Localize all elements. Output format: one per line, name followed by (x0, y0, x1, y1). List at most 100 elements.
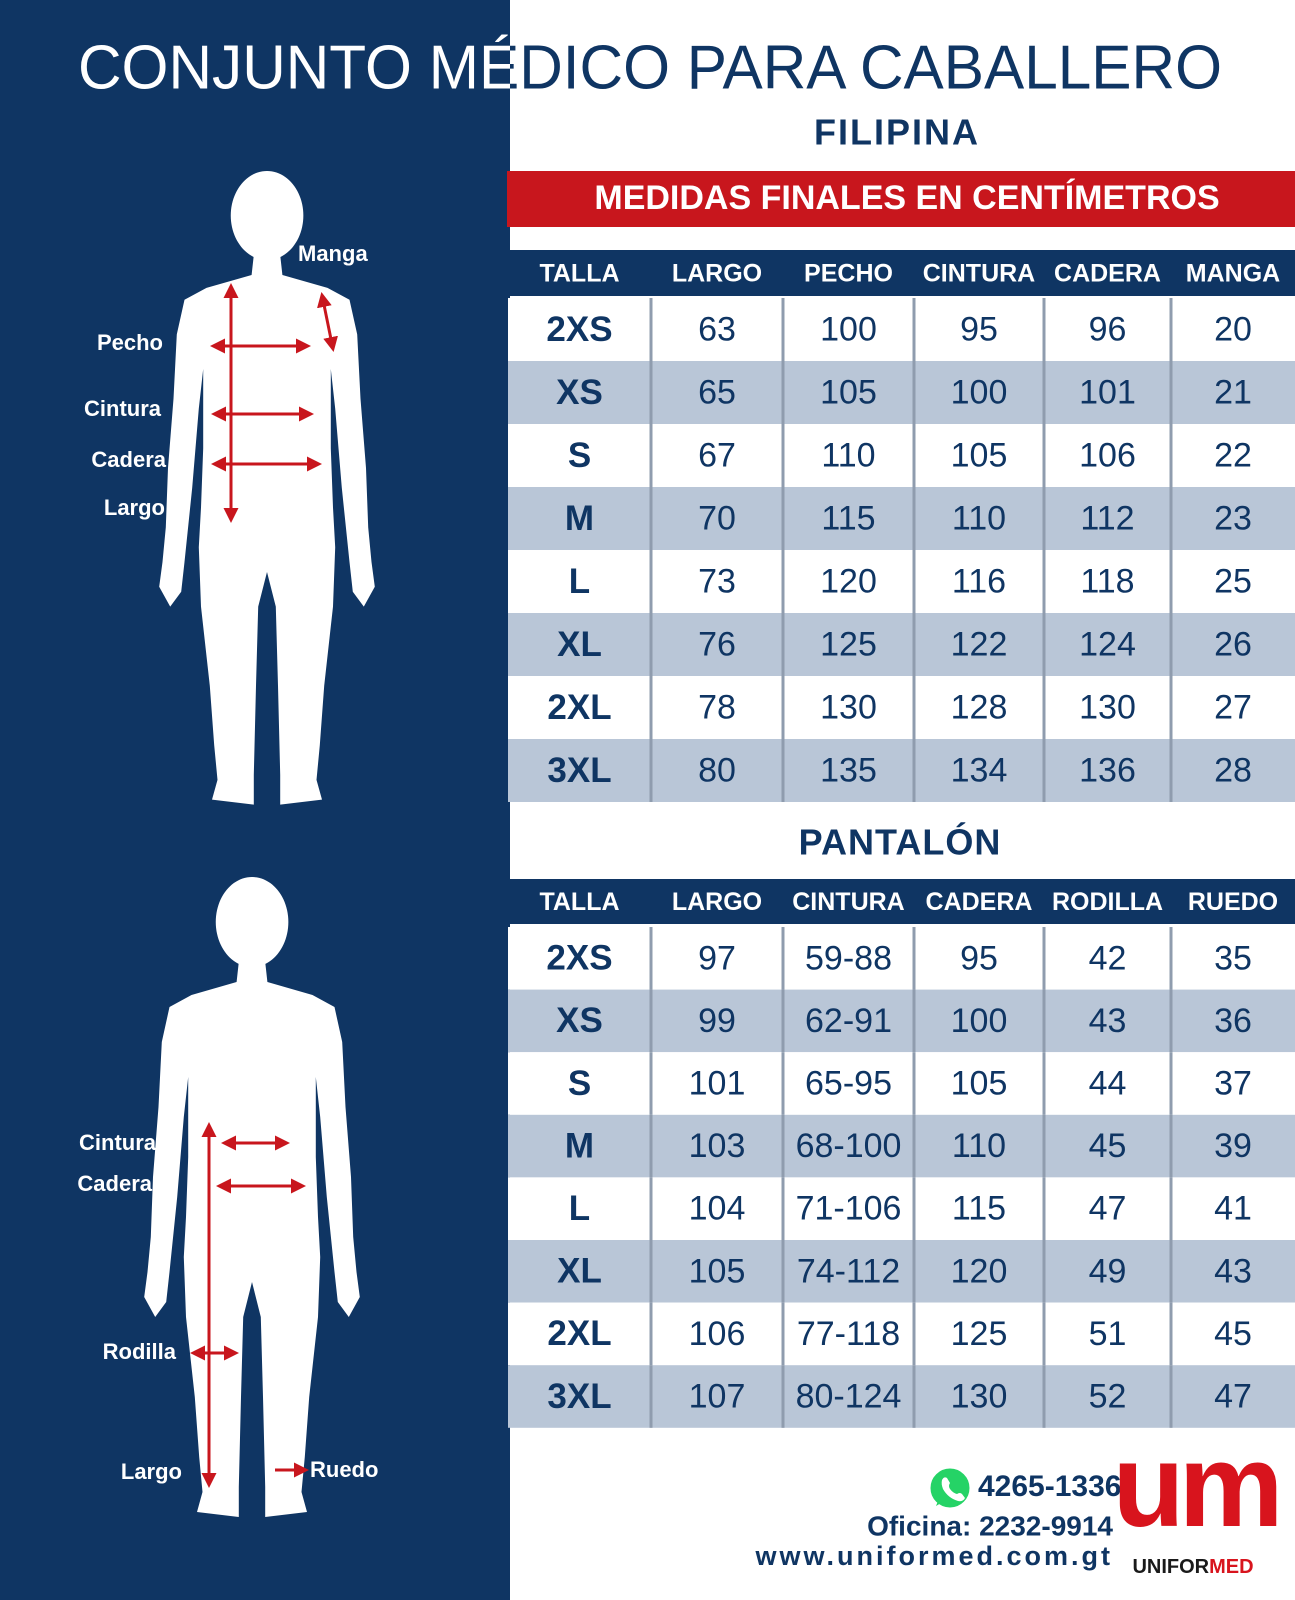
figure-label: Pecho (97, 330, 163, 355)
size-label: 2XL (547, 1314, 611, 1353)
measurement: 110 (952, 1127, 1006, 1165)
measurement: 105 (820, 373, 877, 411)
size-label: XS (556, 373, 603, 412)
measurement: 105 (951, 436, 1008, 474)
size-label: M (565, 499, 594, 538)
title-text: CONJUNTO MÉDICO PARA CABALLERO (78, 33, 1222, 102)
size-label: S (568, 436, 591, 475)
size-label: L (569, 562, 590, 601)
measurement: 45 (1089, 1127, 1127, 1165)
measurement: 116 (952, 562, 1006, 600)
whatsapp-icon (927, 1465, 973, 1511)
table-row-bg (508, 550, 1295, 613)
figure-label: Largo (104, 495, 165, 520)
logo-name: UNIFORMED (1132, 1556, 1253, 1578)
measurement: 80-124 (796, 1377, 902, 1415)
measurement: 43 (1214, 1252, 1252, 1290)
column-header: PECHO (804, 260, 893, 288)
measurement: 52 (1089, 1377, 1127, 1415)
figure-label: Cadera (91, 447, 166, 472)
column-header: TALLA (539, 260, 619, 288)
logo-name-part: UNIFOR (1132, 1556, 1209, 1578)
size-label: 2XS (546, 310, 612, 349)
measurement: 125 (951, 1315, 1008, 1353)
phone: 4265-1336 (978, 1470, 1121, 1503)
column-header: RUEDO (1188, 888, 1278, 916)
measurement: 134 (951, 751, 1008, 789)
figure-label: Cadera (77, 1171, 152, 1196)
arrow (317, 292, 338, 352)
table-row-bg (508, 361, 1295, 424)
measurement: 63 (698, 310, 736, 348)
measurement: 100 (951, 373, 1008, 411)
measurement: 37 (1214, 1064, 1252, 1102)
figure-label: Cintura (84, 396, 162, 421)
measurement: 95 (960, 310, 998, 348)
measurement: 76 (698, 625, 736, 663)
measurement: 100 (951, 1002, 1008, 1040)
measurement: 25 (1214, 562, 1252, 600)
section-title: FILIPINA (814, 112, 980, 153)
measurement: 65 (698, 373, 736, 411)
figure-label: Largo (121, 1459, 182, 1484)
measurement: 100 (820, 310, 877, 348)
measurement: 65-95 (805, 1064, 892, 1102)
measurement: 122 (951, 625, 1008, 663)
office-phone: Oficina: 2232-9914 (867, 1510, 1113, 1541)
column-header: CADERA (926, 888, 1033, 916)
measurement: 47 (1089, 1190, 1127, 1228)
measurement: 115 (821, 499, 875, 537)
measurement: 45 (1214, 1315, 1252, 1353)
measurement: 22 (1214, 436, 1252, 474)
measurement: 97 (698, 939, 736, 977)
measurement: 68-100 (796, 1127, 902, 1165)
size-label: L (569, 1189, 590, 1228)
size-label: 2XS (546, 939, 612, 978)
size-label: XS (556, 1001, 603, 1040)
shirt-arrows (210, 283, 338, 523)
measurement: 115 (952, 1190, 1006, 1228)
measurement: 78 (698, 688, 736, 726)
column-header: CADERA (1054, 260, 1161, 288)
measurement: 77-118 (797, 1315, 900, 1353)
measurement: 35 (1214, 939, 1252, 977)
tables: TALLA LARGO PECHO CINTURA CADERA MANGA 2XS 63 10… (508, 250, 1295, 1428)
measurement: 99 (698, 1002, 736, 1040)
table-row-bg (508, 487, 1295, 550)
table-row-bg (508, 424, 1295, 487)
measurement: 95 (960, 939, 998, 977)
column-header: MANGA (1186, 260, 1280, 288)
table-row-bg (508, 1052, 1295, 1115)
table-row-bg (508, 676, 1295, 739)
measurement: 23 (1214, 499, 1252, 537)
measurement: 27 (1214, 688, 1252, 726)
measurement: 20 (1214, 310, 1252, 348)
measurement: 44 (1089, 1064, 1127, 1102)
measurement: 62-91 (805, 1002, 892, 1040)
measurement: 135 (820, 751, 877, 789)
table-row-bg (508, 1177, 1295, 1240)
size-label: XL (557, 625, 602, 664)
banner (507, 171, 1295, 227)
size-label: 3XL (547, 1377, 611, 1416)
measurement: 42 (1089, 939, 1127, 977)
measurement: 49 (1089, 1252, 1127, 1290)
title: CONJUNTO MÉDICO PARA CABALLERO CONJUNTO … (78, 33, 1222, 102)
measurement: 107 (689, 1377, 746, 1415)
size-label: 2XL (547, 688, 611, 727)
measurement: 120 (951, 1252, 1008, 1290)
figure-label: Ruedo (310, 1457, 378, 1482)
column-header: RODILLA (1052, 888, 1163, 916)
measurement: 105 (951, 1064, 1008, 1102)
table-row-bg (508, 1302, 1295, 1366)
measurement: 39 (1214, 1127, 1252, 1165)
measurement: 41 (1214, 1190, 1252, 1228)
measurement: 118 (1080, 562, 1134, 600)
measurement: 128 (951, 688, 1008, 726)
column-header: LARGO (672, 260, 762, 288)
measurement: 124 (1079, 625, 1136, 663)
measurement: 70 (698, 499, 736, 537)
table-header-bg (508, 250, 1295, 296)
